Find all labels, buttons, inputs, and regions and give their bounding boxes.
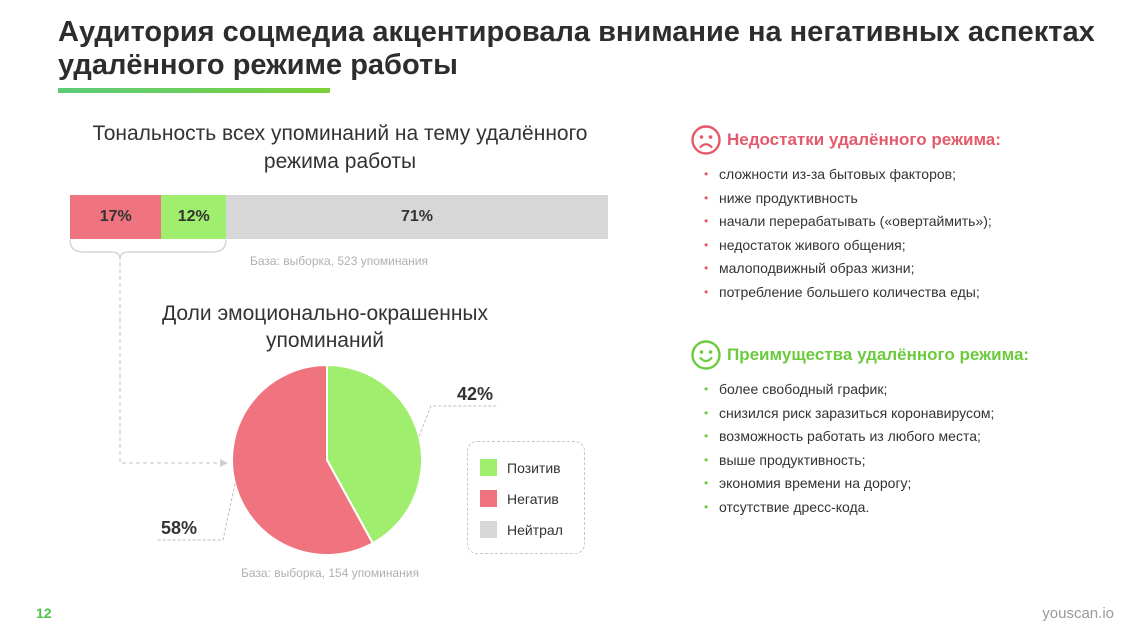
tonality-stacked-bar: 17% 12% 71% (70, 195, 608, 239)
list-item: потребление большего количества еды; (704, 281, 1120, 305)
legend-label-neutral: Нейтрал (507, 521, 563, 538)
negatives-title: Недостатки удалённого режима: (727, 130, 1001, 149)
pie-leader-line (418, 405, 497, 437)
pie-slice-negative (231, 363, 375, 556)
negatives-list: сложности из-за бытовых факторов; ниже п… (690, 163, 1120, 304)
page-number: 12 (36, 605, 52, 621)
list-item: сложности из-за бытовых факторов; (704, 163, 1120, 187)
legend-item-negative: Негатив (480, 483, 572, 514)
emotion-base-note: База: выборка, 154 упоминания (241, 566, 419, 580)
legend-swatch-neutral (480, 521, 497, 538)
sad-face-icon (691, 125, 721, 155)
legend-swatch-positive (480, 459, 497, 476)
smile-face-icon (691, 340, 721, 370)
positives-title: Преимущества удалённого режима: (727, 345, 1030, 364)
positives-list: более свободный график; снизился риск за… (690, 378, 1120, 519)
list-item: возможность работать из любого места; (704, 425, 1120, 449)
slide-title: Аудитория соцмедиа акцентировала внимани… (58, 16, 1095, 81)
pie-value-label: 42% (457, 384, 493, 404)
legend-item-neutral: Нейтрал (480, 514, 572, 545)
list-item: малоподвижный образ жизни; (704, 257, 1120, 281)
segment-positive: 12% (161, 195, 226, 239)
legend-label-positive: Позитив (507, 459, 561, 476)
segment-negative: 17% (70, 195, 162, 239)
list-item: выше продуктивность; (704, 449, 1120, 473)
list-item: экономия времени на дорогу; (704, 472, 1120, 496)
negatives-header: Недостатки удалённого режима: (690, 123, 1120, 157)
title-underline (58, 88, 330, 93)
list-item: снизился риск заразиться коронавирусом; (704, 402, 1120, 426)
pie-legend: Позитив Негатив Нейтрал (467, 441, 585, 554)
pie-slice-positive (326, 363, 423, 545)
list-item: отсутствие дресс-кода. (704, 496, 1120, 520)
negatives-panel: Недостатки удалённого режима: сложности … (690, 123, 1120, 304)
segment-neutral: 71% (226, 195, 608, 239)
list-item: более свободный график; (704, 378, 1120, 402)
legend-item-positive: Позитив (480, 452, 572, 483)
segment-value-label: 17% (99, 208, 132, 225)
segment-value-label: 71% (400, 208, 434, 225)
emotion-chart-title: Доли эмоционально-окрашенных упоминаний (161, 302, 489, 352)
positives-header: Преимущества удалённого режима: (690, 338, 1120, 372)
legend-label-negative: Негатив (507, 490, 559, 507)
tonality-chart-title: Тональность всех упоминаний на тему удал… (92, 122, 588, 173)
pie-value-label: 58% (161, 518, 197, 538)
list-item: ниже продуктивность (704, 187, 1120, 211)
list-item: недостаток живого общения; (704, 234, 1120, 258)
pie-leader-line (157, 483, 236, 541)
positives-panel: Преимущества удалённого режима: более св… (690, 338, 1120, 519)
tonality-base-note: База: выборка, 523 упоминания (250, 254, 428, 268)
brand-link[interactable]: youscan.io (1042, 605, 1114, 622)
legend-swatch-negative (480, 490, 497, 507)
segment-value-label: 12% (177, 208, 210, 225)
list-item: начали перерабатывать («овертаймить»); (704, 210, 1120, 234)
